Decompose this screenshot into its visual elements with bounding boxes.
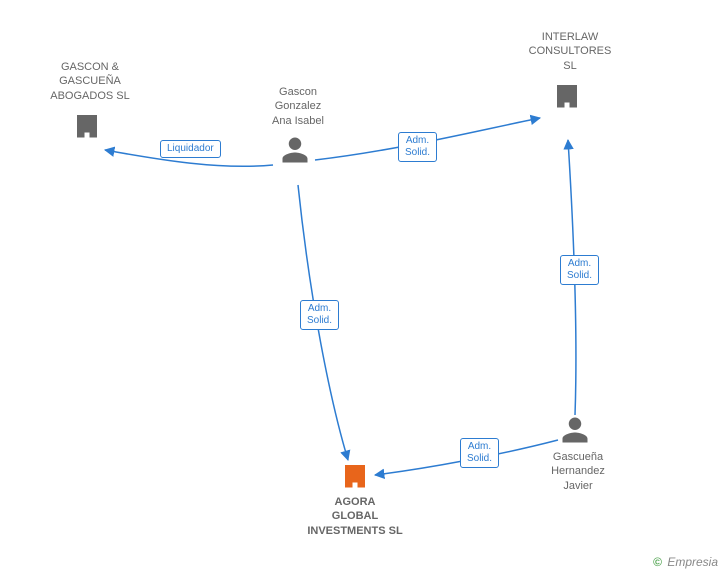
copyright-symbol: © xyxy=(653,555,662,569)
building-icon xyxy=(72,110,102,140)
person-icon xyxy=(560,415,590,445)
node-label-ana-isabel: Gascon Gonzalez Ana Isabel xyxy=(258,85,338,128)
edge-label-adm-solid-4: Adm. Solid. xyxy=(560,255,599,285)
node-label-interlaw: INTERLAW CONSULTORES SL xyxy=(520,30,620,73)
building-icon xyxy=(552,80,582,110)
footer-branding: © Empresia xyxy=(653,555,718,569)
edge-label-adm-solid-3: Adm. Solid. xyxy=(460,438,499,468)
node-label-agora: AGORA GLOBAL INVESTMENTS SL xyxy=(300,495,410,538)
node-label-gascon-abogados: GASCON & GASCUEÑA ABOGADOS SL xyxy=(40,60,140,103)
building-icon xyxy=(340,460,370,490)
edge-label-adm-solid-1: Adm. Solid. xyxy=(398,132,437,162)
footer-brand: Empresia xyxy=(667,555,718,569)
node-label-javier: Gascueña Hernandez Javier xyxy=(538,450,618,493)
edge-label-liquidador: Liquidador xyxy=(160,140,221,158)
edge-label-adm-solid-2: Adm. Solid. xyxy=(300,300,339,330)
person-icon xyxy=(280,135,310,165)
